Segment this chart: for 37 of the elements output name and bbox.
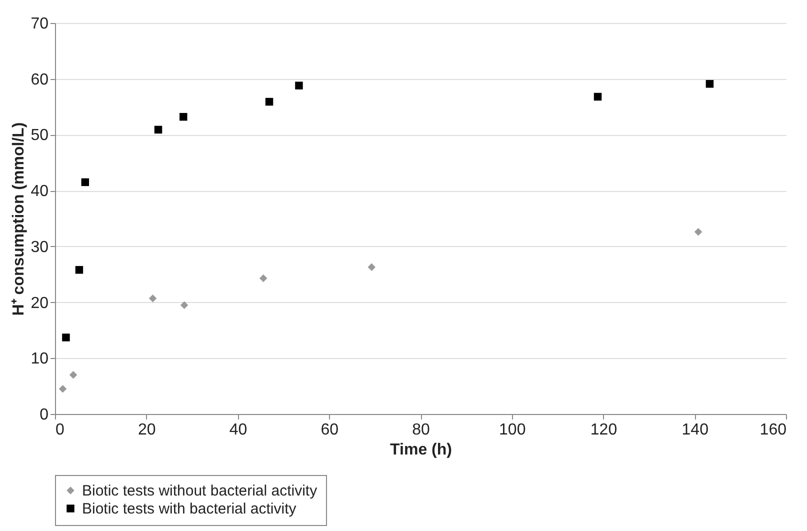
point bbox=[81, 178, 90, 186]
point bbox=[154, 126, 162, 134]
point bbox=[265, 98, 274, 106]
legend-label: Biotic tests without bacterial activity bbox=[82, 482, 318, 500]
y-tick-label: 60 bbox=[30, 71, 49, 88]
x-tick-label: 160 bbox=[760, 422, 787, 438]
point bbox=[75, 266, 84, 274]
x-tick-label: 120 bbox=[590, 422, 618, 438]
point bbox=[295, 82, 303, 90]
x-tick-label: 20 bbox=[138, 422, 156, 438]
x-axis-title: Time (h) bbox=[390, 442, 452, 458]
point bbox=[58, 384, 67, 393]
point bbox=[706, 80, 714, 88]
point bbox=[594, 92, 602, 101]
point bbox=[180, 112, 188, 121]
x-tick-label: 100 bbox=[499, 422, 526, 438]
point bbox=[62, 334, 70, 342]
point bbox=[694, 228, 702, 236]
legend-label: Biotic tests with bacterial activity bbox=[82, 500, 297, 518]
y-tick-label: 10 bbox=[30, 350, 49, 368]
point bbox=[368, 263, 376, 271]
y-tick-label: 0 bbox=[40, 406, 49, 424]
x-tick-label: 0 bbox=[56, 422, 64, 438]
y-tick-label: 30 bbox=[30, 238, 49, 256]
y-tick-label: 50 bbox=[30, 127, 49, 144]
y-axis-title: H⁺ consumption (mmol/L) bbox=[10, 122, 28, 316]
x-tick-label: 40 bbox=[229, 422, 248, 438]
point bbox=[180, 301, 188, 309]
y-tick-label: 40 bbox=[30, 183, 49, 200]
x-tick-label: 140 bbox=[682, 422, 709, 438]
point bbox=[69, 371, 78, 379]
y-tick-label: 70 bbox=[30, 16, 49, 32]
point bbox=[148, 294, 157, 302]
y-tick-label: 20 bbox=[30, 294, 49, 312]
x-tick-label: 80 bbox=[412, 422, 430, 438]
x-tick-label: 60 bbox=[320, 422, 339, 438]
point bbox=[259, 274, 268, 282]
